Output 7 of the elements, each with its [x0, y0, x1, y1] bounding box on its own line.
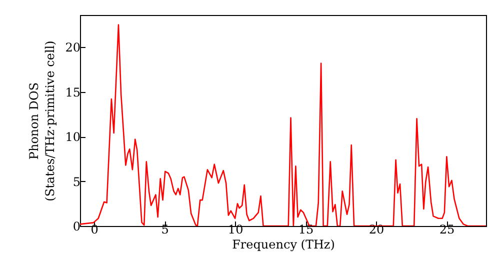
x-axis-title: Frequency (THz) — [232, 238, 335, 252]
y-tick-label: 20 — [65, 40, 80, 55]
y-tick-label: 10 — [65, 130, 80, 144]
y-tick-label: 15 — [65, 85, 80, 100]
y-axis-title: Phonon DOS (States/THz·primitive cell) — [27, 40, 58, 202]
y-tick-label: 5 — [72, 174, 80, 189]
line-series — [80, 24, 486, 226]
